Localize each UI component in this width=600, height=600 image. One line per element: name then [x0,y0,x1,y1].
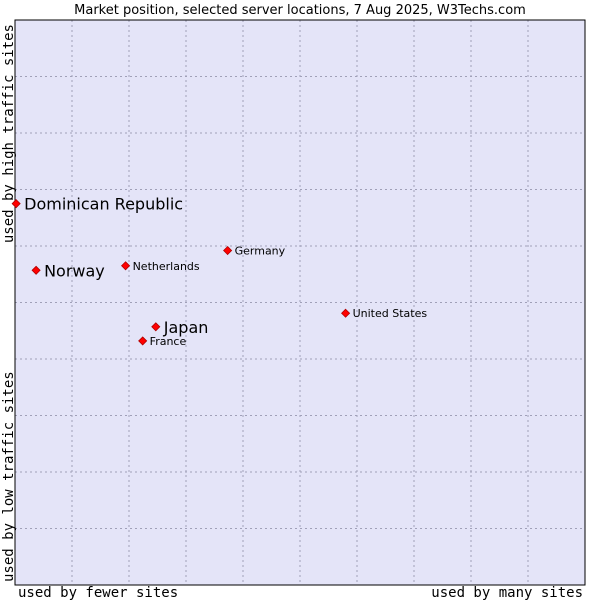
y-axis-label-top: used by high traffic sites [1,24,17,243]
point-label-norway: Norway [44,261,105,280]
marker-japan [151,322,161,332]
point-label-dominican-republic: Dominican Republic [24,195,183,214]
data-point-france: France [138,335,187,348]
data-point-united-states: United States [341,307,428,320]
point-label-netherlands: Netherlands [133,260,200,273]
plot-border [14,19,586,586]
marker-netherlands [121,261,131,271]
data-point-germany: Germany [223,245,286,258]
marker-united-states [341,308,351,318]
grid-lines [15,20,585,585]
data-point-norway: Norway [31,261,105,280]
data-points: Dominican Republic Norway Netherlands Germa… [11,195,428,348]
marker-norway [31,265,41,275]
point-label-france: France [150,335,187,348]
point-label-japan: Japan [163,318,209,337]
x-axis-label-right: used by many sites [431,585,583,600]
point-label-united-states: United States [353,307,428,320]
data-point-netherlands: Netherlands [121,260,200,273]
data-point-dominican-republic: Dominican Republic [11,195,183,214]
point-label-germany: Germany [235,245,286,258]
marker-france [138,336,148,346]
marker-germany [223,245,233,256]
marker-dominican-republic [11,199,21,209]
y-axis-label-bottom: used by low traffic sites [1,371,17,582]
data-point-japan: Japan [151,318,209,337]
chart-title: Market position, selected server locatio… [74,3,526,18]
x-axis-label-left: used by fewer sites [18,585,178,600]
